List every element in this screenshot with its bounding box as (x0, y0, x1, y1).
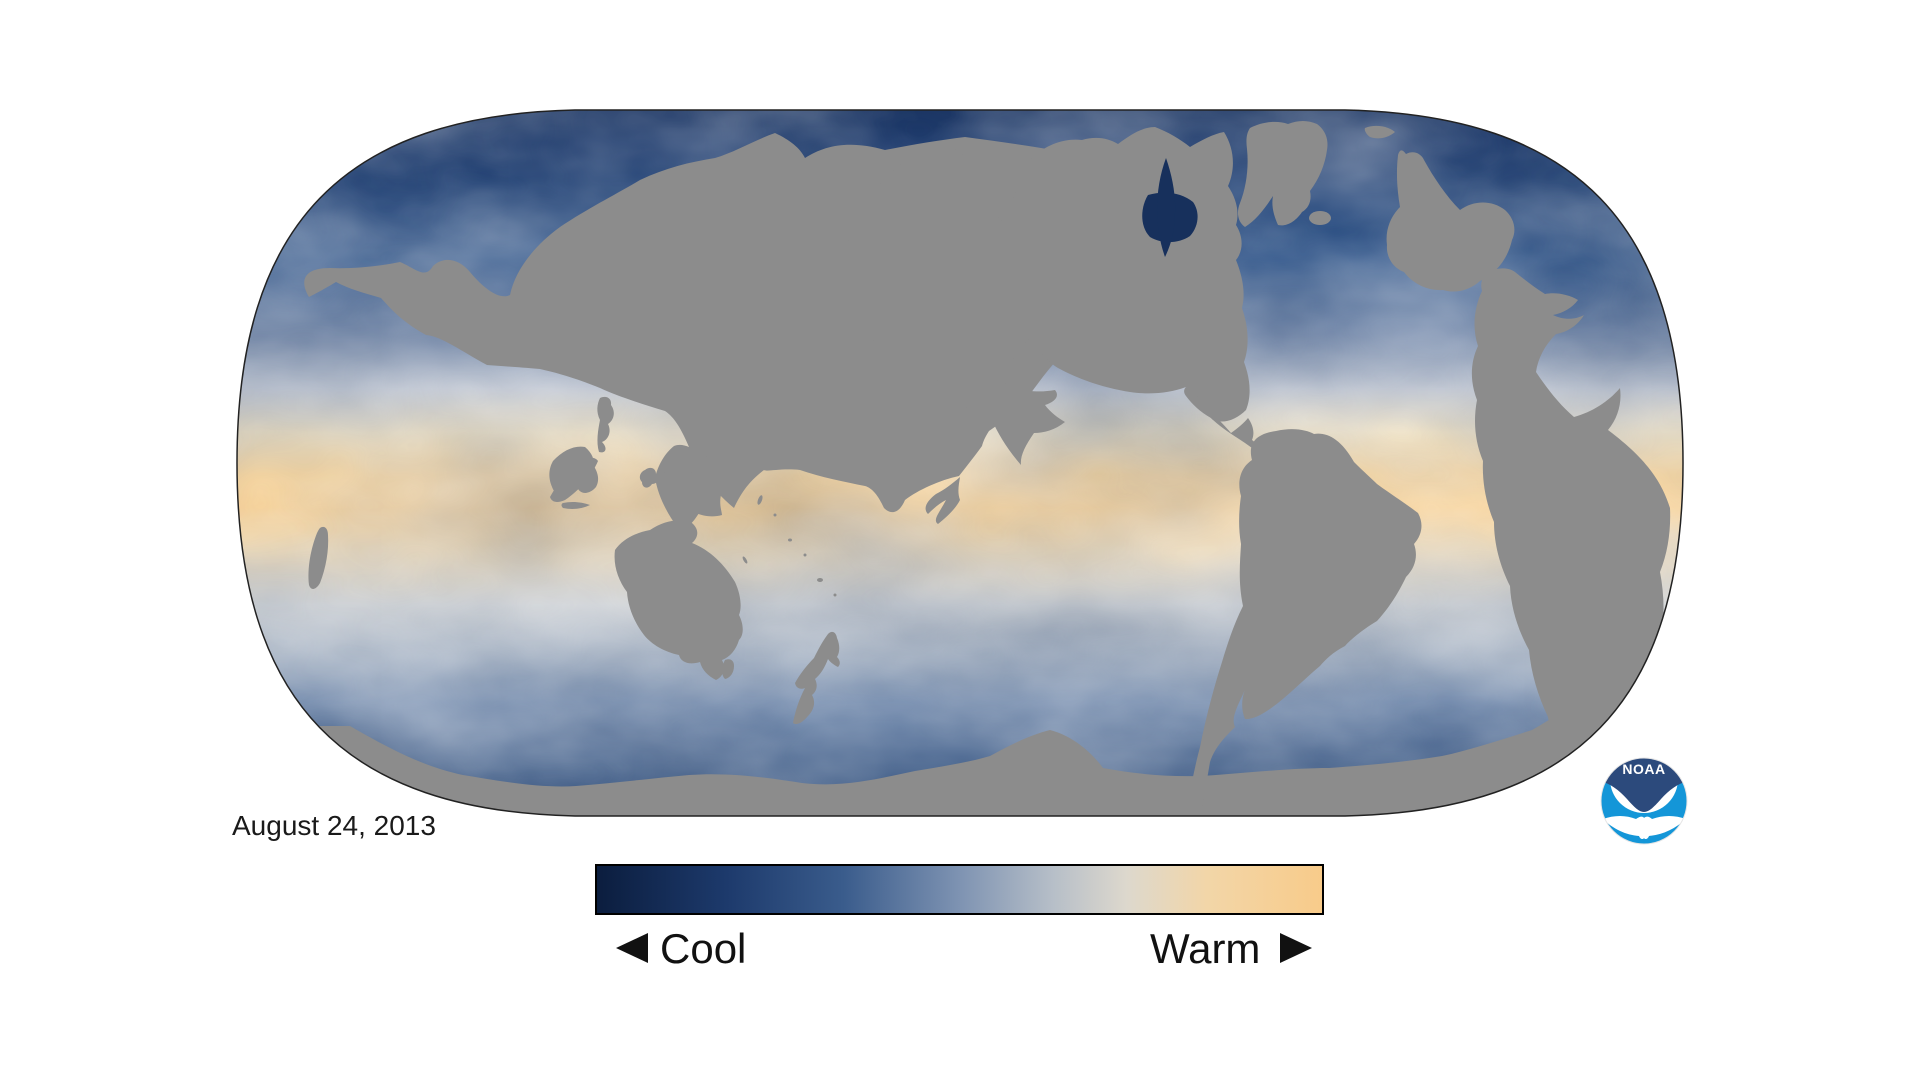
svg-text:Warm: Warm (1150, 925, 1260, 972)
svg-text:NOAA: NOAA (1622, 761, 1665, 777)
svg-text:Cool: Cool (660, 925, 746, 972)
